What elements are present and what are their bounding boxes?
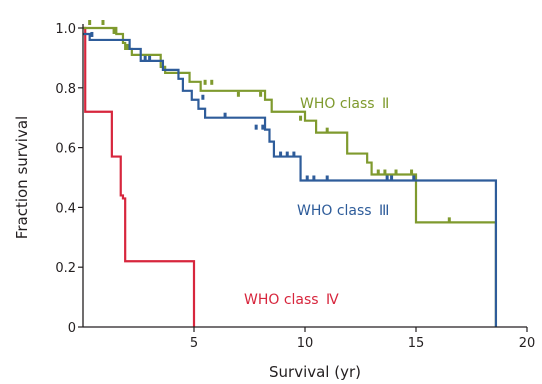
- censor-mark-class-ii: [210, 79, 214, 85]
- censor-mark-class-ii: [376, 169, 380, 175]
- censor-mark-class-iii: [285, 151, 289, 157]
- y-tick-label: 1.0: [55, 22, 76, 37]
- x-tick-label: 5: [190, 336, 198, 351]
- censor-mark-class-ii: [236, 91, 240, 97]
- y-tick-label: 0.6: [55, 142, 76, 157]
- series-label-class-iii: WHO class III: [297, 203, 389, 219]
- censor-mark-class-ii: [203, 79, 207, 85]
- series-label-numeral: II: [382, 96, 388, 112]
- censor-mark-class-ii: [325, 127, 329, 133]
- censor-mark-class-iii: [412, 175, 416, 181]
- series-label-class-ii: WHO class II: [300, 96, 389, 112]
- y-tick-label: 0.8: [55, 82, 76, 97]
- censor-mark-class-ii: [410, 169, 414, 175]
- censor-mark-class-ii: [112, 28, 116, 34]
- censor-mark-class-iii: [148, 55, 152, 61]
- series-labels: WHO class II WHO class III WHO class IV: [244, 96, 389, 308]
- x-tick-label: 15: [408, 336, 425, 351]
- censor-mark-class-ii: [299, 115, 303, 121]
- series-label-numeral: III: [379, 203, 388, 219]
- censor-mark-class-iii: [261, 124, 265, 130]
- y-tick-label: 0.2: [55, 261, 76, 276]
- censor-mark-class-iii: [201, 94, 205, 100]
- series-label-text: WHO class: [297, 203, 372, 219]
- censor-mark-class-iii: [292, 151, 296, 157]
- x-tick-label: 10: [297, 336, 314, 351]
- censor-mark-class-ii: [383, 169, 387, 175]
- censor-mark-class-ii: [101, 20, 105, 26]
- series-label-numeral: IV: [326, 292, 339, 308]
- censor-mark-class-iii: [390, 175, 394, 181]
- censor-mark-class-iii: [312, 175, 316, 181]
- censor-mark-class-iii: [305, 175, 309, 181]
- censor-mark-class-iii: [325, 175, 329, 181]
- censor-mark-class-iii: [254, 124, 258, 130]
- censor-mark-class-iii: [279, 151, 283, 157]
- x-axis-ticks: 5 10 15 20: [190, 327, 535, 351]
- censor-mark-class-iii: [90, 31, 94, 37]
- censor-mark-class-iii: [223, 112, 227, 118]
- x-axis-title: Survival (yr): [269, 363, 361, 381]
- x-tick-label: 20: [519, 336, 536, 351]
- plot-area: [83, 20, 498, 327]
- censor-mark-class-iii: [143, 55, 147, 61]
- series-line-class-iii: [83, 32, 498, 327]
- series-line-class-ii: [83, 26, 498, 327]
- series-line-class-iv: [83, 26, 196, 327]
- y-tick-label: 0: [68, 321, 76, 336]
- censor-mark-class-ii: [125, 43, 129, 49]
- censor-mark-class-ii: [259, 91, 263, 97]
- censor-mark-class-ii: [447, 217, 451, 223]
- y-axis-title: Fraction survival: [13, 116, 31, 239]
- censor-mark-class-ii: [88, 20, 92, 26]
- series-label-class-iv: WHO class IV: [244, 292, 340, 308]
- censor-mark-class-iii: [385, 175, 389, 181]
- axes: [82, 24, 527, 328]
- series-label-text: WHO class: [300, 96, 375, 112]
- censor-mark-class-ii: [394, 169, 398, 175]
- y-axis-ticks: 0 0.2 0.4 0.6 0.8 1.0: [55, 22, 83, 336]
- series-label-text: WHO class: [244, 292, 319, 308]
- y-tick-label: 0.4: [55, 201, 76, 216]
